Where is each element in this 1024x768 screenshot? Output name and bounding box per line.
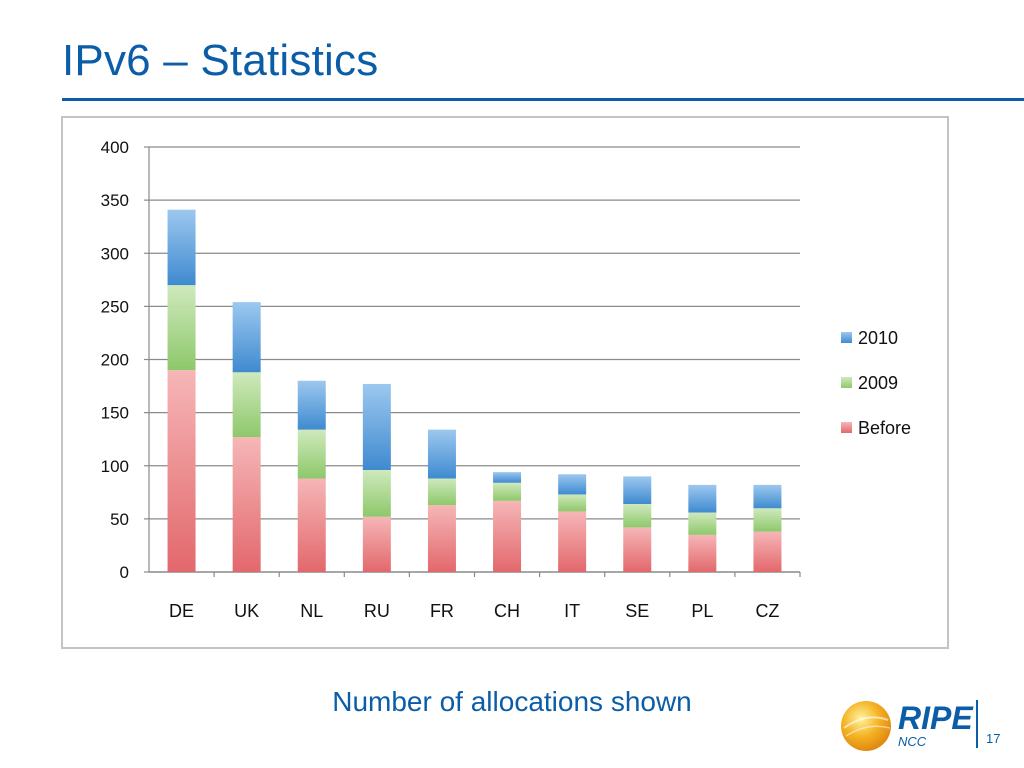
x-tick-label: CZ [755, 601, 779, 621]
y-tick-label: 200 [101, 351, 129, 370]
title-divider [62, 98, 1024, 101]
bar-ru-before [362, 516, 391, 572]
page-number: 17 [986, 731, 1001, 746]
bar-de-2009 [167, 285, 196, 371]
legend-swatch-2009 [841, 377, 852, 388]
bar-uk-before [232, 437, 261, 572]
sun-globe-icon [841, 701, 891, 751]
bar-it-2010 [558, 474, 587, 495]
y-tick-label: 400 [101, 138, 129, 157]
legend-swatch-2010 [841, 332, 852, 343]
y-tick-label: 100 [101, 457, 129, 476]
y-tick-label: 150 [101, 404, 129, 423]
bar-pl-2009 [688, 512, 717, 535]
y-tick-label: 300 [101, 244, 129, 263]
logo-subtitle: NCC [898, 734, 927, 749]
x-tick-label: NL [300, 601, 323, 621]
x-tick-label: DE [169, 601, 194, 621]
legend-label-2009: 2009 [858, 373, 898, 393]
y-tick-label: 350 [101, 191, 129, 210]
y-tick-label: 250 [101, 297, 129, 316]
bar-nl-before [297, 478, 326, 572]
bar-cz-2009 [753, 508, 782, 532]
bar-nl-2009 [297, 429, 326, 479]
x-tick-label: PL [691, 601, 713, 621]
x-tick-label: SE [625, 601, 649, 621]
bar-de-before [167, 370, 196, 572]
bar-it-before [558, 511, 587, 572]
bar-se-before [623, 527, 652, 572]
ripe-ncc-logo: RIPE NCC [838, 698, 1024, 758]
bar-pl-2010 [688, 484, 717, 513]
bar-ch-before [493, 500, 522, 572]
legend-label-2010: 2010 [858, 328, 898, 348]
slide-title: IPv6 – Statistics [62, 36, 379, 85]
bar-se-2009 [623, 504, 652, 528]
x-tick-label: RU [364, 601, 390, 621]
bar-cz-2010 [753, 484, 782, 509]
stacked-bar-chart: 0 50 100 150 200 250 300 350 400 DE UK NL RU FR CH IT SE… [101, 138, 911, 621]
bar-uk-2010 [232, 302, 261, 373]
bar-nl-2010 [297, 380, 326, 430]
bar-fr-before [427, 505, 456, 572]
bar-fr-2010 [427, 429, 456, 479]
y-tick-label: 0 [120, 563, 129, 582]
bar-de-2010 [167, 209, 196, 286]
caption-text: Number of allocations shown [332, 686, 692, 717]
chart-frame: 0 50 100 150 200 250 300 350 400 DE UK NL RU FR CH IT SE… [61, 116, 949, 649]
x-tick-label: UK [234, 601, 259, 621]
y-tick-label: 50 [110, 510, 129, 529]
bar-ru-2009 [362, 470, 391, 517]
bar-ch-2010 [493, 472, 522, 483]
bar-ru-2010 [362, 383, 391, 470]
x-tick-label: FR [430, 601, 454, 621]
x-tick-label: IT [564, 601, 580, 621]
bar-uk-2009 [232, 372, 261, 438]
bar-fr-2009 [427, 478, 456, 506]
logo-name: RIPE [898, 700, 973, 736]
legend-label-before: Before [858, 418, 911, 438]
caption: Number of allocations shown [0, 686, 1024, 718]
legend-swatch-before [841, 422, 852, 433]
bar-it-2009 [558, 494, 587, 512]
bar-ch-2009 [493, 482, 522, 501]
x-tick-label: CH [494, 601, 520, 621]
bar-pl-before [688, 534, 717, 572]
bar-cz-before [753, 531, 782, 572]
bar-se-2010 [623, 476, 652, 504]
logo-divider [976, 700, 978, 748]
